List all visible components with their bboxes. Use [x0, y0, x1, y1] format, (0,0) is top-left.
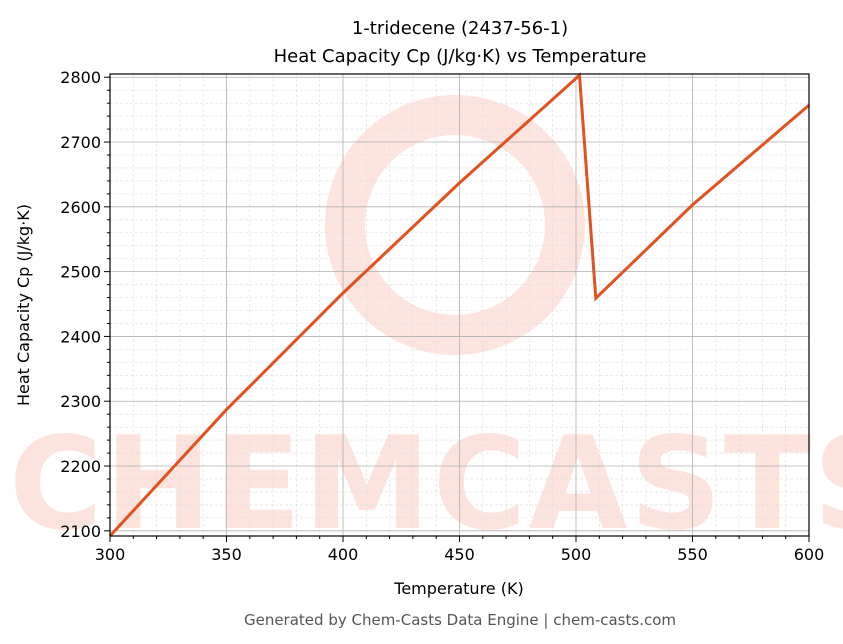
tick-label-y: 2700: [60, 133, 101, 152]
tick-label-x: 600: [794, 545, 825, 564]
plot-frame: [109, 73, 810, 537]
chart-title: 1-tridecene (2437-56-1): [352, 18, 568, 39]
tick-label-x: 350: [211, 545, 242, 564]
svg-text:CHEMCASTS: CHEMCASTS: [9, 410, 843, 559]
tick-label-y: 2500: [60, 263, 101, 282]
series-line-cp: [108, 72, 810, 538]
y-axis-label: Heat Capacity Cp (J/kg·K): [14, 204, 33, 406]
grid: [109, 74, 810, 536]
tick-label-y: 2300: [60, 392, 101, 411]
tick-label-x: 300: [95, 545, 126, 564]
tick-label-x: 400: [328, 545, 359, 564]
tick-label-x: 500: [561, 545, 592, 564]
tick-label-y: 2600: [60, 198, 101, 217]
chart-subtitle: Heat Capacity Cp (J/kg·K) vs Temperature: [274, 46, 647, 67]
axis-ticks: 300 350 400 450 500 550 600 2100 2200 2300 2400 250…: [60, 68, 824, 564]
tick-label-y: 2800: [60, 68, 101, 87]
footer-credit: Generated by Chem-Casts Data Engine | ch…: [244, 611, 676, 629]
tick-label-y: 2400: [60, 327, 101, 346]
tick-label-x: 550: [677, 545, 708, 564]
tick-label-y: 2200: [60, 457, 101, 476]
tick-label-y: 2100: [60, 522, 101, 541]
tick-label-x: 450: [444, 545, 475, 564]
x-axis-label: Temperature (K): [393, 579, 523, 598]
watermark: CHEMCASTS: [9, 95, 843, 559]
